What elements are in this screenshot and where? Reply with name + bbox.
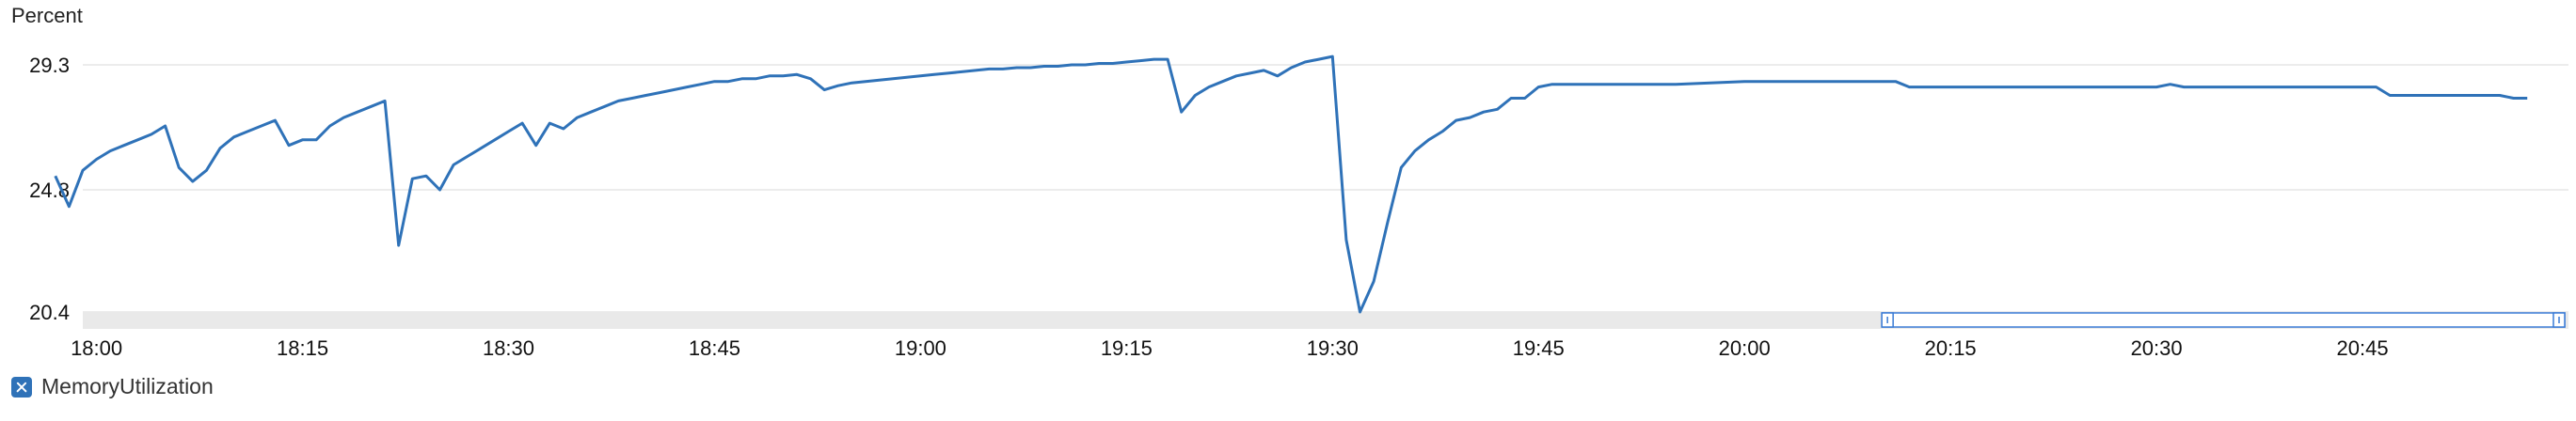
x-tick-label: 18:30 bbox=[483, 336, 534, 360]
x-tick-label: 19:30 bbox=[1307, 336, 1359, 360]
grid-lines bbox=[83, 64, 2568, 313]
series-line-memoryutilization bbox=[54, 55, 2528, 314]
x-tick-label: 18:15 bbox=[277, 336, 328, 360]
x-tick-label: 20:45 bbox=[2337, 336, 2389, 360]
x-tick-label: 19:00 bbox=[895, 336, 946, 360]
y-tick-label: 29.3 bbox=[29, 54, 70, 77]
x-tick-label: 19:15 bbox=[1101, 336, 1153, 360]
x-tick-label: 19:45 bbox=[1513, 336, 1565, 360]
y-axis-ticks: 29.3 24.8 20.4 bbox=[29, 54, 70, 324]
x-tick-label: 20:30 bbox=[2131, 336, 2183, 360]
x-tick-label: 18:45 bbox=[689, 336, 740, 360]
x-tick-label: 18:00 bbox=[71, 336, 122, 360]
y-tick-label: 24.8 bbox=[29, 179, 70, 202]
selection-range-box[interactable] bbox=[1881, 312, 2566, 328]
y-tick-label: 20.4 bbox=[29, 301, 70, 324]
time-range-selector[interactable] bbox=[1881, 312, 2566, 328]
legend-item-memoryutilization[interactable]: MemoryUtilization bbox=[11, 374, 214, 399]
y-axis-unit-label: Percent bbox=[11, 4, 83, 27]
legend-label: MemoryUtilization bbox=[41, 374, 214, 398]
x-axis-ticks: 18:00 18:15 18:30 18:45 19:00 19:15 19:30 19:45… bbox=[71, 336, 2389, 360]
close-checkbox-icon[interactable] bbox=[11, 376, 32, 398]
x-tick-label: 20:00 bbox=[1719, 336, 1771, 360]
x-tick-label: 20:15 bbox=[1925, 336, 1977, 360]
